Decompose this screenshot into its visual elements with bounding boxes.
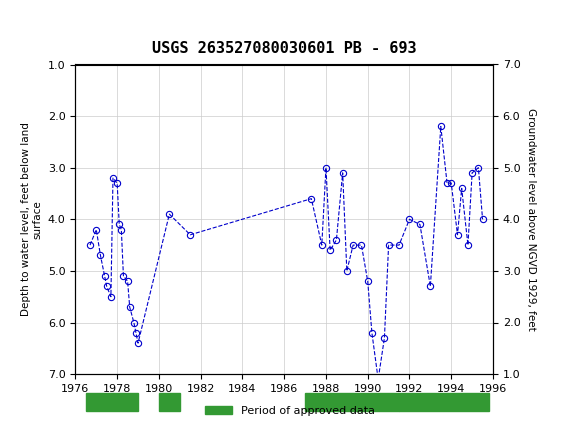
Legend: Period of approved data: Period of approved data — [200, 401, 380, 420]
Y-axis label: Depth to water level, feet below land
surface: Depth to water level, feet below land su… — [21, 123, 42, 316]
Title: USGS 263527080030601 PB - 693: USGS 263527080030601 PB - 693 — [152, 41, 416, 56]
Y-axis label: Groundwater level above NGVD 1929, feet: Groundwater level above NGVD 1929, feet — [526, 108, 536, 331]
Bar — [305, 393, 399, 411]
Text: ≋USGS: ≋USGS — [12, 10, 70, 29]
Bar — [399, 393, 489, 411]
Bar — [86, 393, 138, 411]
Bar — [159, 393, 180, 411]
